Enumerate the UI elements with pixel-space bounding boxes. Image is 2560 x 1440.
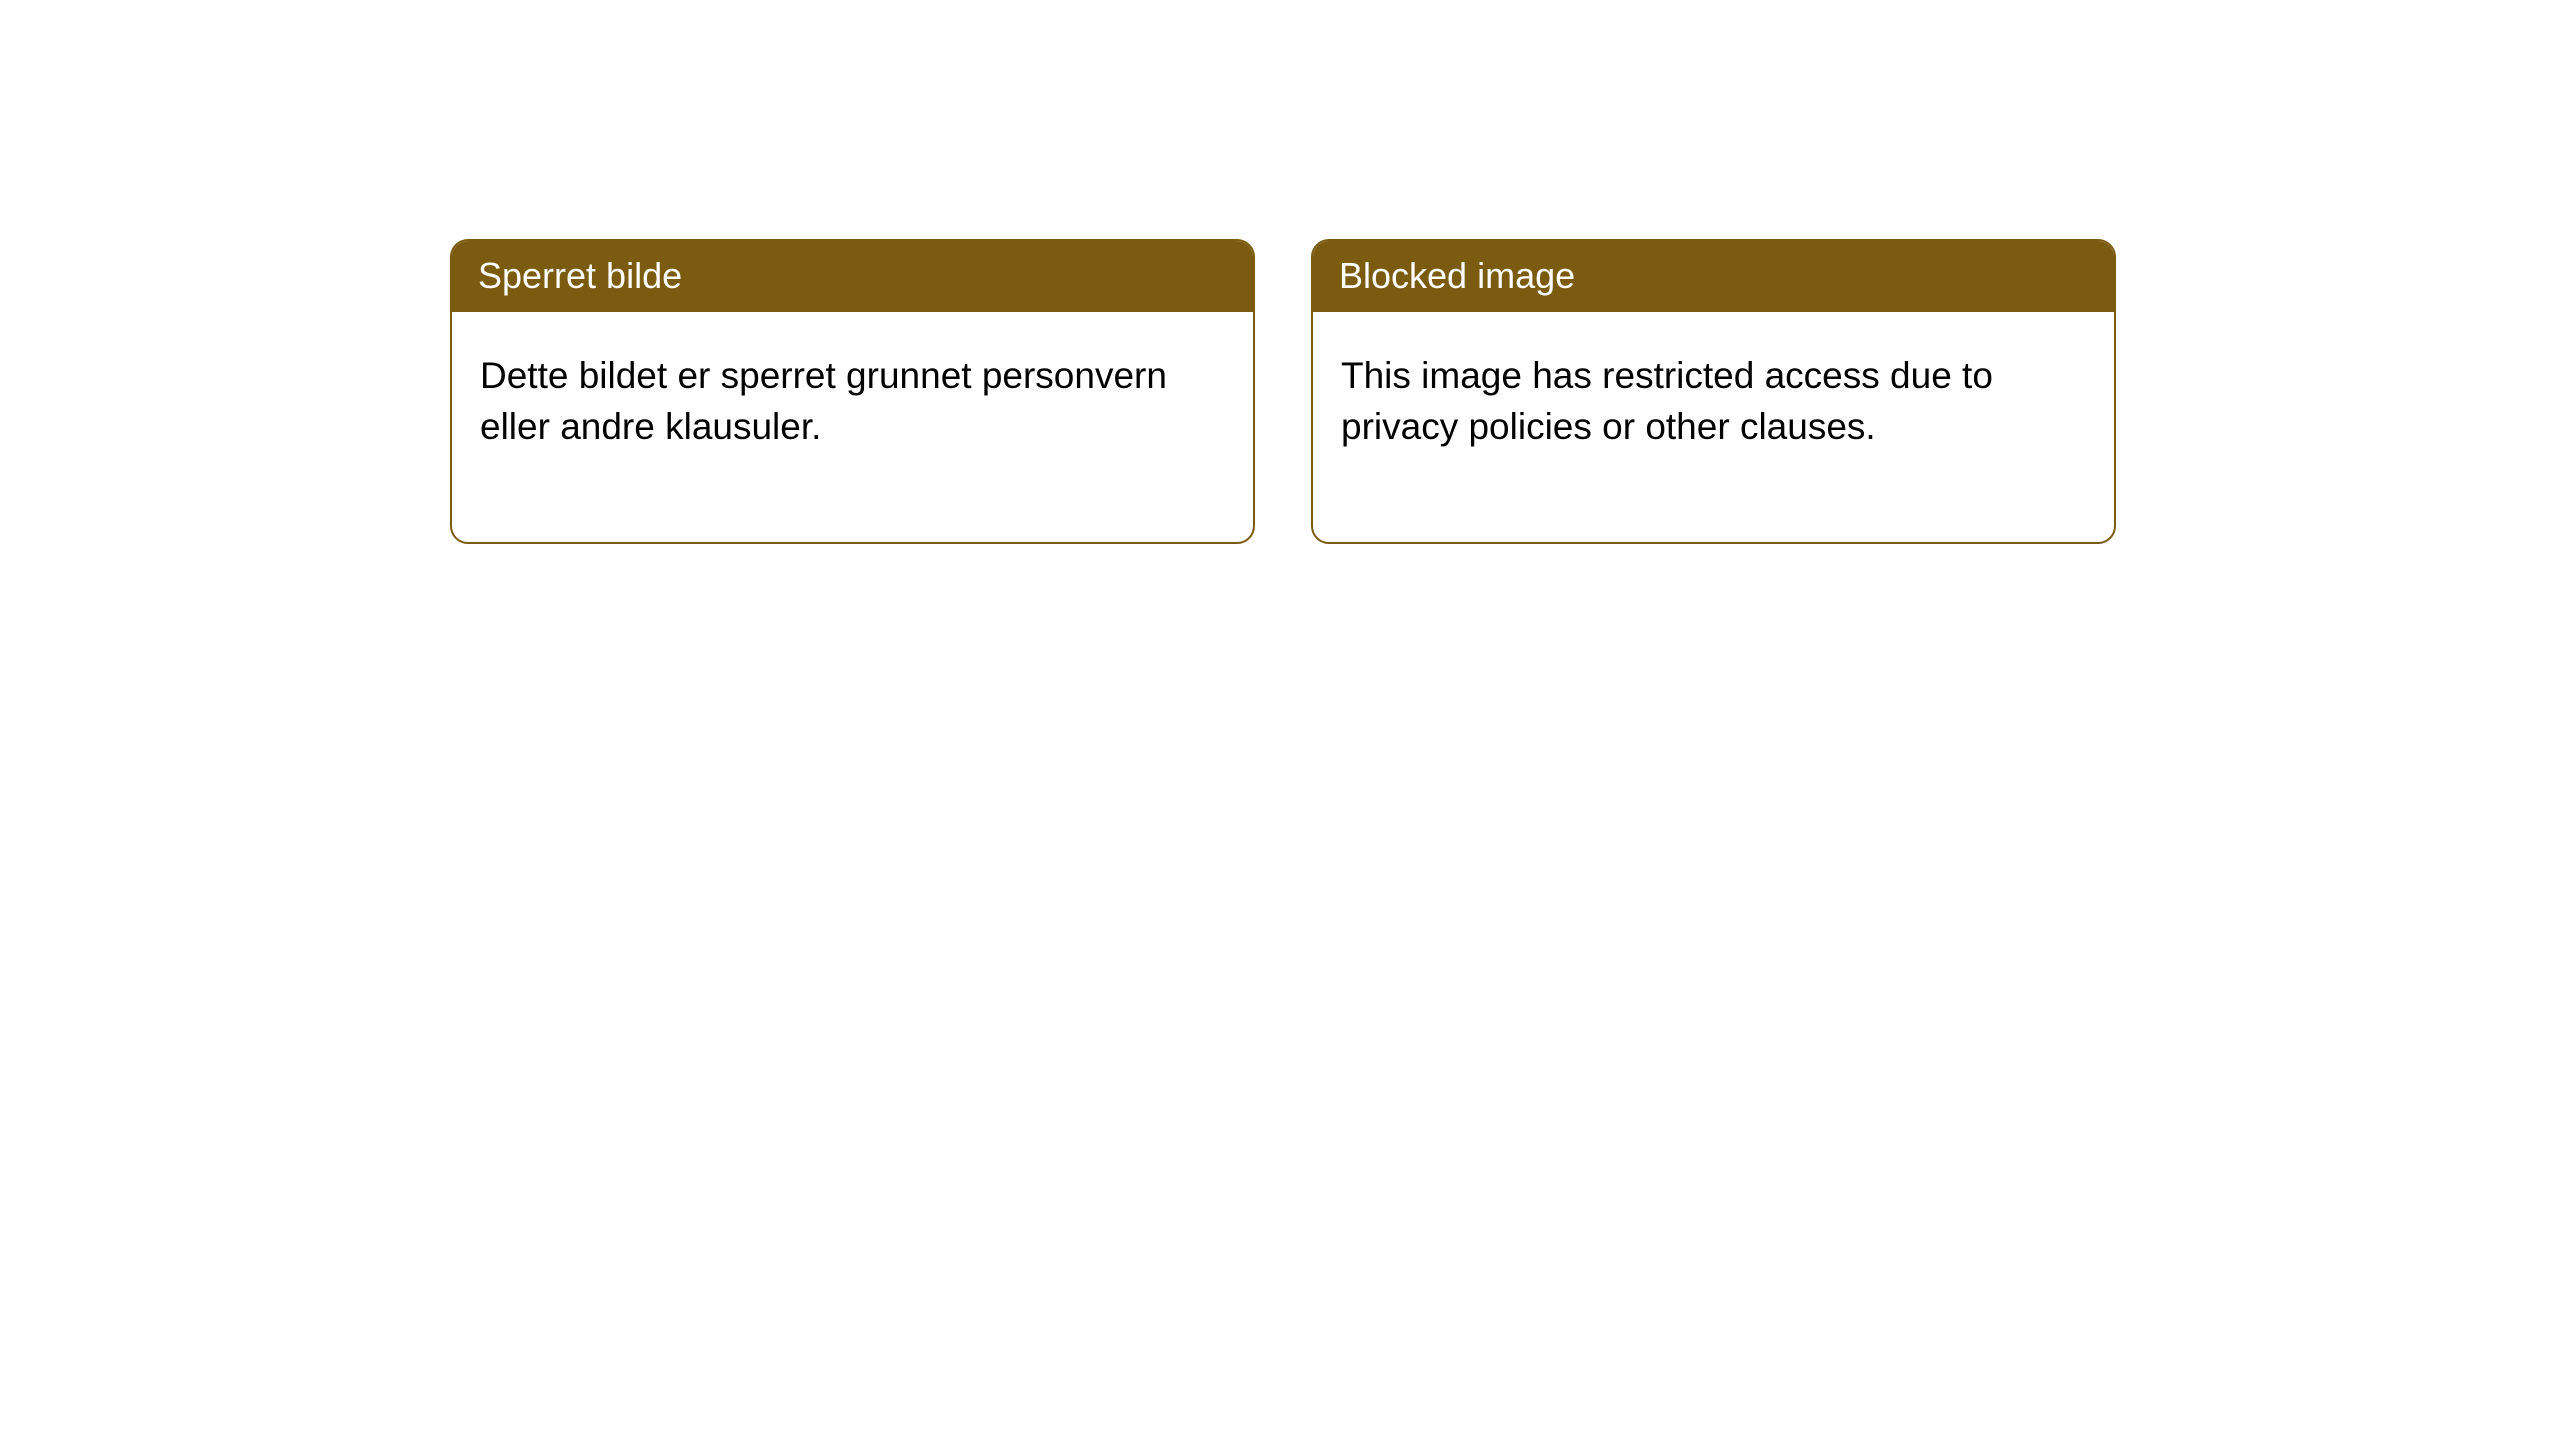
notice-card-message: Dette bildet er sperret grunnet personve… <box>480 355 1167 447</box>
notice-card-title: Sperret bilde <box>478 255 682 296</box>
notice-card-body: Dette bildet er sperret grunnet personve… <box>452 312 1253 542</box>
notice-card-title: Blocked image <box>1339 255 1575 296</box>
notice-container: Sperret bilde Dette bildet er sperret gr… <box>450 239 2116 544</box>
notice-card-header: Blocked image <box>1313 241 2114 312</box>
notice-card-message: This image has restricted access due to … <box>1341 355 1993 447</box>
notice-card-english: Blocked image This image has restricted … <box>1311 239 2116 544</box>
notice-card-norwegian: Sperret bilde Dette bildet er sperret gr… <box>450 239 1255 544</box>
notice-card-header: Sperret bilde <box>452 241 1253 312</box>
notice-card-body: This image has restricted access due to … <box>1313 312 2114 542</box>
